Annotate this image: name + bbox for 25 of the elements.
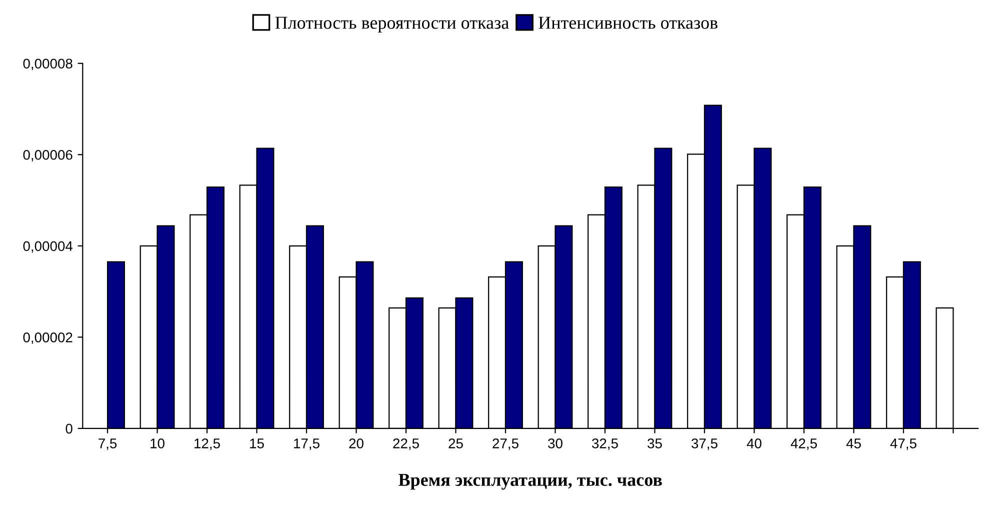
x-tick-label: 10 (150, 438, 164, 448)
y-tick-label: 0,00002 (23, 332, 72, 344)
y-tick-label: 0 (66, 424, 72, 434)
x-tick-label: 15 (250, 438, 264, 448)
x-tick-label: 45 (846, 438, 861, 448)
legend-label: Интенсивность отказов (538, 16, 718, 29)
x-tick-label: 20 (349, 438, 364, 448)
x-axis-title: Время эксплуатации, тыс. часов (398, 474, 662, 490)
x-tick-label: 42,5 (790, 438, 817, 450)
x-tick-label: 47,5 (890, 438, 916, 450)
x-tick-label: 25 (448, 438, 463, 448)
x-tick-label: 37,5 (692, 438, 718, 450)
x-tick-label: 32,5 (592, 438, 618, 450)
y-tick-label: 0,00004 (23, 241, 73, 253)
legend-label: Плотность вероятности отказа (275, 16, 509, 33)
y-tick-label: 0,00008 (23, 58, 72, 70)
x-tick-label: 17,5 (294, 438, 320, 450)
x-tick-label: 40 (746, 438, 762, 448)
x-tick-label: 22,5 (393, 438, 419, 450)
x-tick-label: 30 (548, 438, 562, 448)
x-tick-label: 12,5 (194, 438, 220, 450)
x-tick-label: 27,5 (492, 438, 518, 450)
x-tick-label: 35 (648, 438, 662, 448)
y-tick-label: 0,00006 (23, 150, 72, 162)
x-tick-label: 7,5 (98, 438, 117, 450)
